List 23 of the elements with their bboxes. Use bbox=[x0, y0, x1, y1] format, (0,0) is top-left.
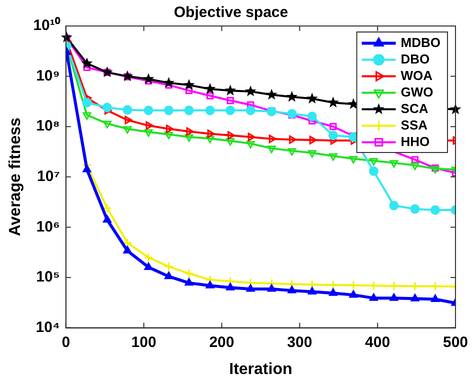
x-tick-label: 300 bbox=[287, 334, 312, 351]
y-tick-label: 10⁵ bbox=[36, 268, 60, 286]
x-tick-label: 100 bbox=[131, 334, 156, 351]
y-tick-label: 10⁷ bbox=[37, 168, 60, 186]
legend-label: MDBO bbox=[400, 34, 440, 50]
legend-label: HHO bbox=[400, 134, 430, 149]
legend-label: SCA bbox=[400, 100, 429, 116]
legend-label: DBO bbox=[400, 51, 430, 66]
x-tick-label: 500 bbox=[442, 334, 468, 351]
x-tick-label: 200 bbox=[209, 334, 234, 351]
legend-label: GWO bbox=[400, 84, 434, 100]
y-tick-label: 10⁶ bbox=[36, 218, 60, 236]
x-tick-label: 0 bbox=[62, 334, 70, 351]
legend-label: WOA bbox=[400, 68, 434, 83]
legend-label: SSA bbox=[400, 117, 428, 132]
y-tick-label: 10⁹ bbox=[36, 67, 60, 84]
chart-title: Objective space bbox=[174, 4, 288, 22]
y-axis-title: Average fitness bbox=[7, 118, 24, 236]
x-axis-title: Iteration bbox=[229, 360, 292, 378]
y-tick-label: 10⁸ bbox=[36, 118, 60, 135]
x-tick-label: 400 bbox=[365, 334, 390, 351]
y-tick-label: 10¹⁰ bbox=[33, 16, 61, 34]
y-tick-label: 10⁴ bbox=[36, 318, 60, 336]
